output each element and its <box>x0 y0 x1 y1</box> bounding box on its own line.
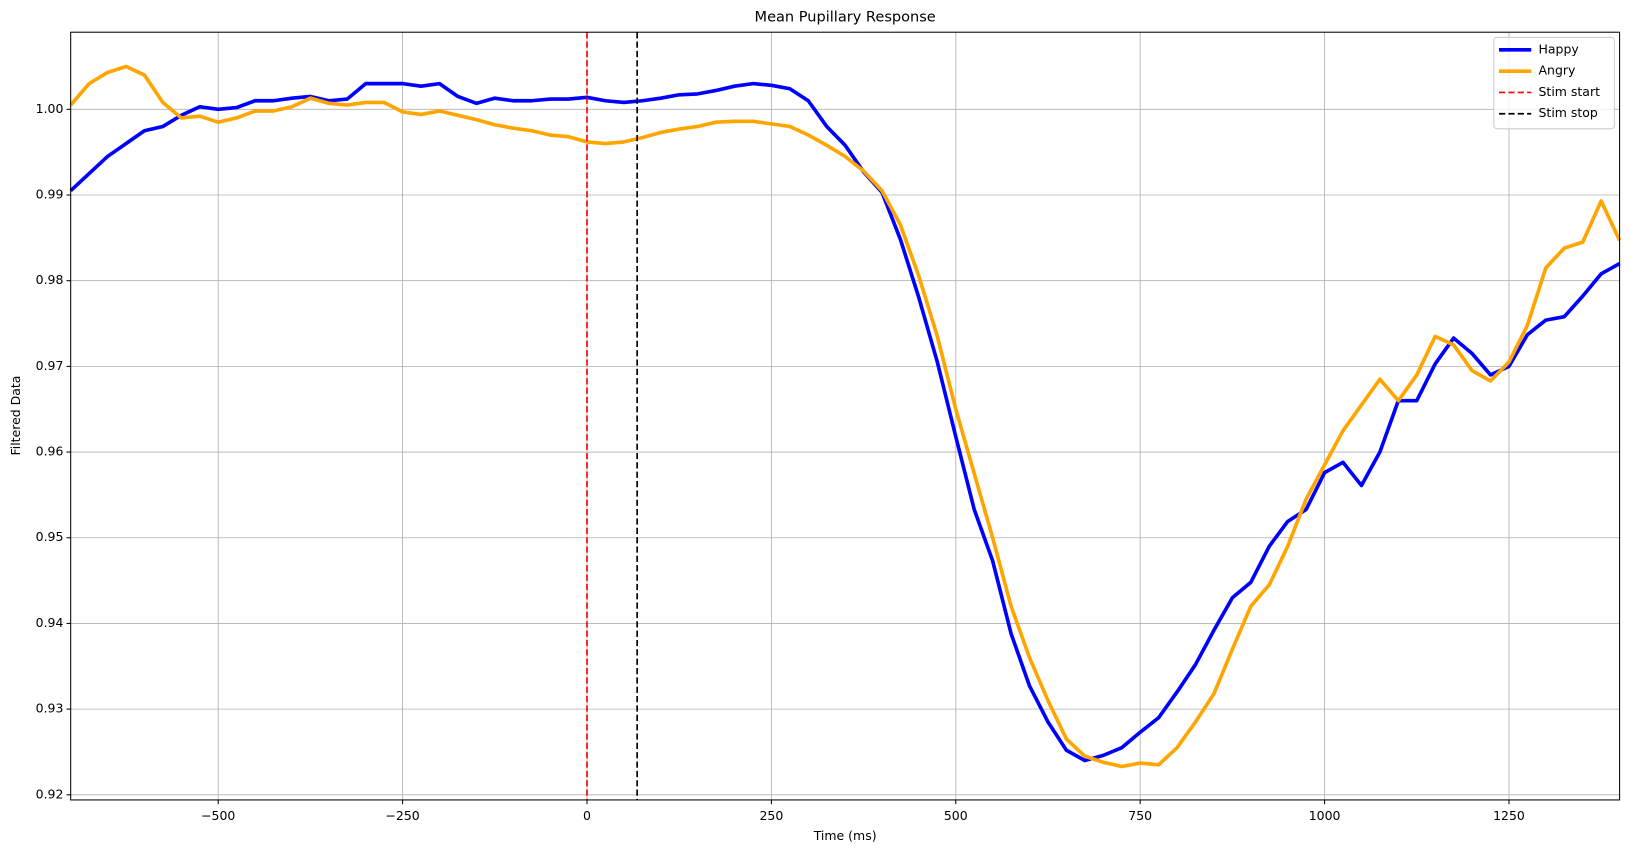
legend-box <box>1493 36 1615 130</box>
x-tick-label: 1000 <box>1309 808 1341 823</box>
x-tick-label: 500 <box>944 808 968 823</box>
legend-label: Stim stop <box>1539 105 1598 120</box>
line-series <box>69 81 1621 763</box>
x-tick-label: 1250 <box>1493 808 1525 823</box>
x-axis-label: Time (ms) <box>813 828 877 843</box>
x-tick-label: −250 <box>385 808 419 823</box>
y-tick-label: 0.94 <box>36 615 64 630</box>
y-tick-label: 1.00 <box>36 101 64 116</box>
line-series <box>69 64 1622 769</box>
x-tick-label: 750 <box>1128 808 1152 823</box>
y-tick-label: 0.92 <box>36 786 64 801</box>
y-tick-label: 0.99 <box>36 187 64 202</box>
y-tick-label: 0.98 <box>36 272 64 287</box>
x-tick-label: 250 <box>759 808 783 823</box>
y-tick-label: 0.93 <box>36 701 64 716</box>
y-tick-label: 0.97 <box>36 358 64 373</box>
y-axis-label: Filtered Data <box>8 376 23 456</box>
y-tick-label: 0.95 <box>36 529 64 544</box>
plot-frame <box>70 31 1621 801</box>
y-tick-label: 0.96 <box>36 444 64 459</box>
legend-label: Happy <box>1539 41 1579 56</box>
chart-title: Mean Pupillary Response <box>755 10 936 26</box>
x-tick-label: 0 <box>583 808 591 823</box>
legend-label: Stim start <box>1539 84 1601 99</box>
legend-label: Angry <box>1539 63 1576 78</box>
x-tick-label: −500 <box>201 808 235 823</box>
